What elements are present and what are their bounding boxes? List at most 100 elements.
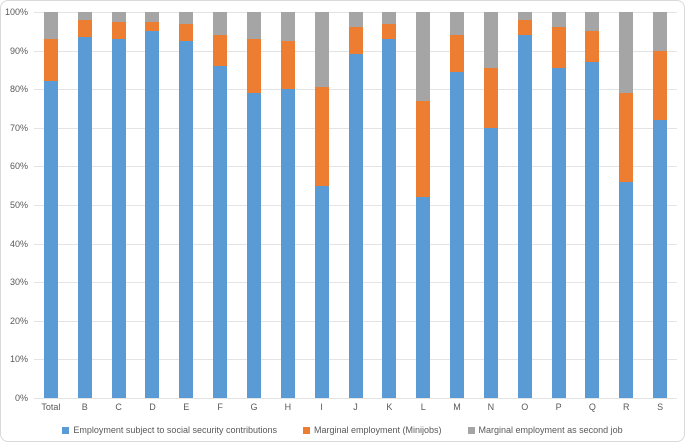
bar-segment — [483, 12, 498, 68]
y-tick-label: 60% — [9, 161, 28, 171]
bar-slot-q — [576, 12, 610, 398]
x-tick-label: J — [353, 402, 358, 412]
bar-segment — [551, 67, 566, 398]
legend-swatch-blue-icon — [62, 426, 70, 434]
bar-slot-p — [542, 12, 576, 398]
legend-label: Marginal employment (Minijobs) — [313, 425, 442, 435]
bar-segment — [111, 21, 126, 40]
bar-segment — [653, 50, 668, 121]
bar-slot-j — [339, 12, 373, 398]
x-tick-label: C — [115, 402, 122, 412]
x-tick-label: G — [250, 402, 258, 412]
bar-segment — [213, 12, 228, 36]
x-tick-label: O — [521, 402, 529, 412]
bar-segment — [653, 120, 668, 398]
stacked-bar-o — [517, 12, 532, 398]
x-tick-label: I — [320, 402, 323, 412]
y-tick-label: 100% — [4, 7, 28, 17]
x-tick-label: N — [487, 402, 495, 412]
bar-segment — [213, 66, 228, 398]
bar-segment — [280, 40, 295, 90]
bar-segment — [77, 12, 92, 20]
y-tick-label: 70% — [9, 123, 28, 133]
bar-segment — [585, 31, 600, 63]
bar-slot-k — [372, 12, 406, 398]
stacked-bar-j — [348, 12, 363, 398]
bar-segment — [416, 100, 431, 198]
bar-segment — [145, 31, 160, 398]
y-tick-label: 40% — [9, 239, 28, 249]
legend: Employment subject to social security co… — [1, 425, 684, 435]
x-tick-label: Q — [588, 402, 596, 412]
legend-label: Employment subject to social security co… — [73, 425, 277, 435]
x-tick-label: M — [453, 402, 461, 412]
stacked-bar-l — [416, 12, 431, 398]
legend-item-social-security: Employment subject to social security co… — [62, 425, 277, 435]
y-tick-label: 90% — [9, 46, 28, 56]
bar-segment — [653, 12, 668, 51]
legend-item-second-job: Marginal employment as second job — [467, 425, 623, 435]
stacked-bar-d — [145, 12, 160, 398]
x-tick-label: S — [657, 402, 664, 412]
legend-swatch-gray-icon — [467, 426, 475, 434]
y-axis: 100% 90% 80% 70% 60% 50% 40% 30% 20% 10% 0% — [1, 7, 30, 403]
bar-segment — [585, 12, 600, 32]
bar-segment — [213, 35, 228, 67]
y-tick-label: 10% — [9, 354, 28, 364]
bar-segment — [348, 27, 363, 55]
x-tick-label: E — [183, 402, 190, 412]
bar-segment — [43, 12, 58, 40]
bar-segment — [43, 81, 58, 398]
y-tick-label: 30% — [9, 277, 28, 287]
bar-segment — [246, 39, 261, 94]
x-tick-label: L — [420, 402, 426, 412]
bar-slot-e — [169, 12, 203, 398]
bar-slot-r — [609, 12, 643, 398]
legend-swatch-orange-icon — [302, 426, 310, 434]
bar-segment — [382, 23, 397, 40]
bar-segment — [280, 89, 295, 398]
bar-segment — [517, 35, 532, 398]
bar-segment — [450, 71, 465, 398]
bar-segment — [314, 87, 329, 186]
stacked-bar-b — [77, 12, 92, 398]
bar-segment — [517, 19, 532, 36]
stacked-bar-h — [280, 12, 295, 398]
stacked-bar-q — [585, 12, 600, 398]
x-tick-label: D — [149, 402, 156, 412]
x-tick-label: F — [217, 402, 223, 412]
stacked-bar-f — [213, 12, 228, 398]
x-tick-label: P — [555, 402, 562, 412]
bar-segment — [145, 21, 160, 32]
plot-area — [34, 12, 677, 399]
bar-slot-n — [474, 12, 508, 398]
x-axis: Total B C D E F G H I J K L M N O P Q R S — [34, 402, 677, 412]
bar-slot-total — [34, 12, 68, 398]
bar-segment — [348, 54, 363, 398]
bar-segment — [619, 93, 634, 182]
stacked-bar-m — [450, 12, 465, 398]
bar-slot-d — [136, 12, 170, 398]
y-tick-label: 80% — [9, 84, 28, 94]
stacked-bar-c — [111, 12, 126, 398]
bar-segment — [77, 19, 92, 38]
bar-segment — [619, 181, 634, 398]
bar-segment — [179, 23, 194, 41]
bar-segment — [517, 12, 532, 20]
x-tick-label: Total — [41, 402, 61, 412]
bar-segment — [314, 185, 329, 398]
bar-segment — [246, 93, 261, 398]
bar-slot-c — [102, 12, 136, 398]
bar-segment — [43, 39, 58, 82]
bar-slot-b — [68, 12, 102, 398]
bar-segment — [246, 12, 261, 40]
bar-segment — [551, 27, 566, 68]
bar-segment — [619, 12, 634, 94]
stacked-bar-g — [246, 12, 261, 398]
bar-segment — [348, 12, 363, 28]
bar-segment — [416, 12, 431, 101]
bar-segment — [551, 12, 566, 28]
bar-segment — [111, 39, 126, 398]
bar-segment — [179, 12, 194, 24]
